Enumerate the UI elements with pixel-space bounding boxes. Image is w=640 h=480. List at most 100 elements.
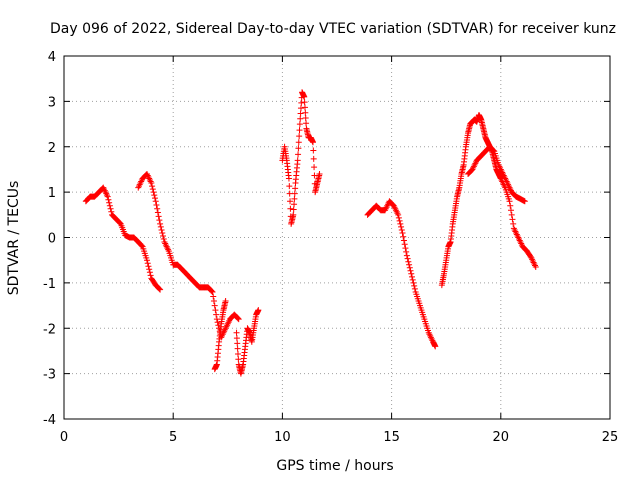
data-point [209,288,216,295]
data-point [106,199,113,206]
data-point [507,207,514,214]
data-point [407,267,414,274]
data-point [296,127,303,134]
y-tick-label: 4 [48,50,56,65]
y-tick-label: 0 [48,232,56,247]
data-point [398,226,405,233]
data-point [410,279,417,286]
data-point [210,293,217,300]
data-point [208,288,215,295]
data-point [395,214,402,221]
data-point [296,133,303,140]
data-point [213,316,220,323]
data-point [291,201,298,208]
data-point [235,356,242,363]
data-point [510,220,517,227]
data-point [255,307,262,314]
data-point [146,269,153,276]
data-point [234,340,241,347]
data-point [301,99,308,106]
data-point [432,343,439,350]
data-point [309,139,316,146]
y-tick-label: 3 [48,95,56,110]
x-axis-label: GPS time / hours [276,458,393,474]
data-point [156,285,163,292]
data-point [400,233,407,240]
data-point [233,329,240,336]
data-point [144,260,151,267]
x-tick-label: 0 [60,430,68,445]
data-point [154,205,161,212]
x-tick-label: 25 [602,430,619,445]
data-point [403,248,410,255]
data-point [527,253,534,260]
data-point [117,220,124,227]
y-tick-label: 1 [48,186,56,201]
data-point [507,202,514,209]
data-point [234,315,241,322]
data-point [153,201,160,208]
data-point [211,302,218,309]
data-point [233,335,240,342]
data-point [222,298,229,305]
y-axis-label: SDTVAR / TECUs [6,181,22,296]
data-point [152,198,159,205]
data-point [294,157,301,164]
data-point [138,242,145,249]
data-point [286,190,293,197]
data-point [403,252,410,259]
data-point [295,139,302,146]
data-point [297,115,304,122]
data-point [400,237,407,244]
data-point [399,229,406,236]
x-tick-label: 5 [169,430,177,445]
axis-ticks: 0 5 10 15 20 25 -4 -3 -2 -1 0 1 2 3 4 [43,50,618,445]
data-point [151,192,158,199]
data-point [508,211,515,218]
y-tick-label: -2 [43,322,56,337]
data-point [106,202,113,209]
x-tick-label: 15 [383,430,400,445]
data-point [143,257,150,264]
data-point [406,264,413,271]
data-point [212,307,219,314]
data-point [154,209,161,216]
data-point [397,220,404,227]
data-point [155,213,162,220]
data-point [158,226,165,233]
data-point [290,206,297,213]
x-tick-label: 10 [274,430,291,445]
data-point [105,196,112,203]
y-tick-label: 2 [48,141,56,156]
x-tick-label: 20 [493,430,510,445]
data-point [149,186,156,193]
data-point [213,311,220,318]
data-point [302,109,309,116]
data-point [297,105,304,112]
data-point [408,270,415,277]
data-point [532,263,539,270]
data-point [160,236,167,243]
data-point [292,185,299,192]
data-point [490,147,497,154]
data-point [285,175,292,182]
data-point [210,298,217,305]
data-point [234,350,241,357]
data-point [104,193,111,200]
data-point [157,223,164,230]
data-point [405,258,412,265]
data-points [82,89,539,377]
data-point [157,286,164,293]
data-point [160,232,167,239]
data-point [301,93,308,100]
data-point [296,121,303,128]
data-point [506,198,513,205]
data-point [303,120,310,127]
data-point [148,180,155,187]
data-point [316,170,323,177]
data-point [401,241,408,248]
data-point [509,216,516,223]
data-point [521,198,528,205]
data-point [290,211,297,218]
